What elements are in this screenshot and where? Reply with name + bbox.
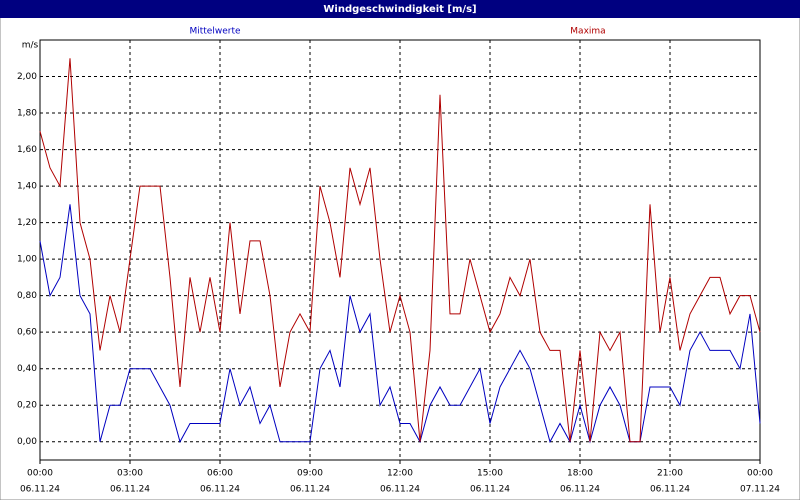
y-tick-label: 0,20	[17, 401, 37, 411]
y-tick-label: 0,60	[17, 328, 37, 338]
x-tick-label: 12:00	[387, 469, 413, 479]
y-tick-label: 1,60	[17, 145, 37, 155]
y-tick-label: 2,00	[17, 72, 37, 82]
legend-label: Maxima	[570, 27, 605, 37]
y-tick-label: 1,20	[17, 218, 37, 228]
x-tick-date: 06.11.24	[110, 485, 150, 495]
y-tick-label: 1,40	[17, 182, 37, 192]
y-tick-label: 1,00	[17, 255, 37, 265]
x-tick-label: 00:00	[27, 469, 53, 479]
x-tick-date: 06.11.24	[20, 485, 60, 495]
x-tick-date: 07.11.24	[740, 485, 780, 495]
x-tick-date: 06.11.24	[650, 485, 690, 495]
y-tick-label: 0,40	[17, 364, 37, 374]
y-unit: m/s	[22, 41, 39, 51]
chart-title: Windgeschwindigkeit [m/s]	[323, 4, 476, 15]
x-tick-date: 06.11.24	[380, 485, 420, 495]
y-tick-label: 0,00	[17, 437, 37, 447]
x-tick-label: 18:00	[567, 469, 593, 479]
x-tick-label: 09:00	[297, 469, 323, 479]
x-tick-date: 06.11.24	[470, 485, 510, 495]
x-tick-label: 21:00	[657, 469, 683, 479]
title-bar	[0, 0, 800, 18]
y-tick-label: 1,80	[17, 109, 37, 119]
legend-label: Mittelwerte	[189, 27, 240, 37]
x-tick-date: 06.11.24	[290, 485, 330, 495]
x-tick-label: 00:00	[747, 469, 773, 479]
y-tick-label: 0,80	[17, 291, 37, 301]
x-tick-label: 03:00	[117, 469, 143, 479]
x-tick-date: 06.11.24	[200, 485, 240, 495]
x-tick-label: 06:00	[207, 469, 233, 479]
series-line	[39, 58, 761, 443]
x-tick-label: 15:00	[477, 469, 503, 479]
x-tick-date: 06.11.24	[560, 485, 600, 495]
